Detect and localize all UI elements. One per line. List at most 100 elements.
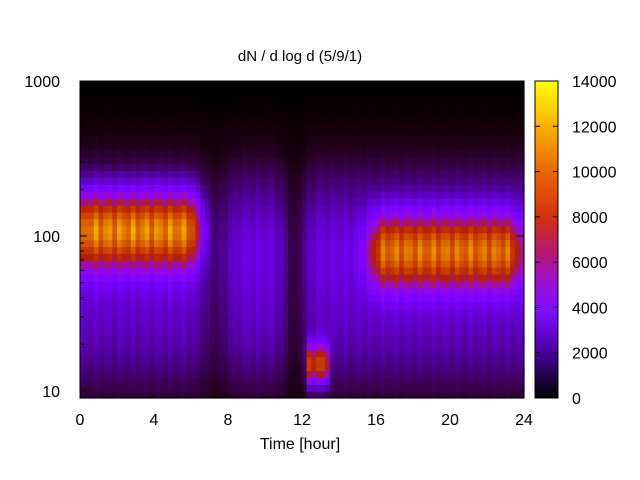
- heatmap-cell: [283, 349, 289, 358]
- heatmap-cell: [288, 87, 294, 96]
- heatmap-cell: [436, 294, 442, 303]
- heatmap-cell: [204, 342, 211, 351]
- heatmap-cell: [352, 322, 359, 330]
- heatmap-cell: [84, 143, 90, 151]
- heatmap-cell: [459, 191, 465, 199]
- heatmap-cell: [140, 198, 146, 206]
- heatmap-cell: [274, 170, 280, 179]
- heatmap-cell: [496, 260, 502, 268]
- heatmap-cell: [389, 218, 396, 227]
- heatmap-cell: [163, 156, 169, 165]
- heatmap-cell: [491, 239, 497, 247]
- heatmap-cell: [112, 81, 118, 89]
- heatmap-cell: [311, 246, 317, 254]
- heatmap-cell: [237, 205, 243, 213]
- heatmap-cell: [473, 287, 479, 296]
- heatmap-cell: [389, 273, 396, 282]
- heatmap-cell: [376, 163, 382, 172]
- heatmap-cell: [297, 370, 303, 378]
- heatmap-cell: [463, 356, 470, 365]
- heatmap-cell: [320, 253, 326, 261]
- heatmap-cell: [93, 170, 100, 179]
- heatmap-cell: [130, 308, 137, 316]
- heatmap-cell: [482, 356, 488, 365]
- heatmap-cell: [362, 205, 368, 213]
- heatmap-cell: [477, 122, 483, 130]
- heatmap-cell: [482, 143, 488, 151]
- heatmap-cell: [126, 225, 132, 234]
- heatmap-cell: [209, 377, 215, 385]
- heatmap-cell: [403, 87, 409, 96]
- heatmap-cell: [329, 370, 335, 378]
- heatmap-cell: [144, 246, 150, 254]
- heatmap-cell: [334, 267, 340, 275]
- heatmap-cell: [477, 342, 483, 351]
- heatmap-cell: [255, 315, 261, 323]
- heatmap-cell: [89, 156, 95, 165]
- heatmap-cell: [144, 225, 150, 234]
- heatmap-cell: [84, 149, 90, 158]
- heatmap-cell: [514, 122, 520, 130]
- heatmap-cell: [204, 273, 211, 282]
- heatmap-cell: [195, 115, 201, 123]
- heatmap-cell: [112, 136, 118, 144]
- heatmap-cell: [223, 342, 229, 351]
- heatmap-cell: [218, 87, 224, 96]
- heatmap-cell: [399, 129, 405, 137]
- heatmap-cell: [186, 342, 192, 351]
- heatmap-cell: [306, 260, 312, 268]
- heatmap-cell: [376, 94, 382, 103]
- heatmap-cell: [380, 294, 386, 303]
- heatmap-cell: [445, 87, 451, 96]
- heatmap-cell: [473, 225, 479, 234]
- heatmap-cell: [463, 273, 470, 282]
- heatmap-cell: [251, 356, 257, 365]
- heatmap-cell: [214, 101, 220, 110]
- heatmap-cell: [297, 287, 303, 296]
- heatmap-cell: [505, 287, 511, 296]
- heatmap-cell: [195, 108, 201, 117]
- heatmap-cell: [292, 280, 298, 289]
- heatmap-cell: [459, 163, 465, 172]
- heatmap-cell: [297, 225, 303, 234]
- heatmap-cell: [477, 170, 483, 179]
- heatmap-cell: [186, 108, 192, 117]
- heatmap-cell: [436, 149, 442, 158]
- heatmap-cell: [311, 94, 317, 103]
- heatmap-cell: [440, 294, 446, 303]
- heatmap-cell: [177, 342, 183, 351]
- heatmap-cell: [84, 177, 90, 185]
- heatmap-cell: [468, 87, 474, 96]
- heatmap-cell: [352, 218, 359, 227]
- heatmap-cell: [306, 170, 312, 179]
- heatmap-cell: [195, 267, 201, 275]
- heatmap-cell: [500, 163, 507, 172]
- heatmap-cell: [204, 87, 211, 96]
- heatmap-cell: [459, 136, 465, 144]
- heatmap-cell: [366, 322, 372, 330]
- heatmap-cell: [496, 101, 502, 110]
- heatmap-cell: [450, 239, 456, 247]
- heatmap-cell: [445, 349, 451, 358]
- heatmap-cell: [413, 287, 419, 296]
- heatmap-cell: [302, 122, 308, 130]
- heatmap-cell: [98, 129, 104, 137]
- heatmap-cell: [158, 211, 164, 220]
- x-tick-label: 4: [150, 412, 159, 429]
- heatmap-cell: [181, 267, 187, 275]
- heatmap-cell: [389, 94, 396, 103]
- heatmap-cell: [343, 163, 349, 172]
- heatmap-cell: [376, 294, 382, 303]
- heatmap-cell: [482, 177, 488, 185]
- heatmap-cell: [385, 329, 391, 337]
- heatmap-cell: [172, 191, 178, 199]
- heatmap-cell: [191, 356, 197, 365]
- heatmap-cell: [274, 163, 280, 172]
- heatmap-cell: [487, 198, 493, 206]
- heatmap-cell: [167, 184, 174, 192]
- heatmap-cell: [297, 136, 303, 144]
- heatmap-cell: [255, 370, 261, 378]
- heatmap-cell: [246, 239, 252, 247]
- heatmap-cell: [403, 81, 409, 89]
